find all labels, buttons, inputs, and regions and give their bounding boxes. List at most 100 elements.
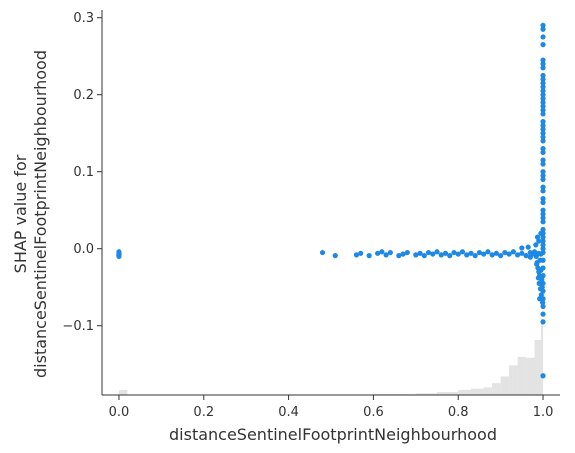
x-tick-label: 1.0: [533, 405, 554, 420]
data-point: [540, 57, 546, 63]
data-point: [540, 157, 546, 163]
data-point: [523, 253, 529, 259]
y-tick-label: −0.1: [62, 319, 94, 334]
data-point: [538, 230, 544, 236]
data-point: [540, 138, 546, 144]
data-point: [472, 253, 478, 259]
data-point: [404, 249, 410, 256]
data-point: [533, 242, 539, 248]
data-point: [540, 211, 546, 217]
data-point: [540, 72, 546, 79]
data-point: [527, 254, 533, 260]
data-point: [481, 251, 487, 257]
data-point: [540, 300, 546, 306]
data-point: [540, 88, 546, 94]
histogram-bar: [517, 356, 527, 395]
data-point: [413, 252, 419, 258]
data-point: [366, 253, 372, 259]
data-point: [533, 253, 539, 259]
data-point: [540, 219, 546, 225]
data-point: [540, 176, 546, 182]
data-point: [540, 134, 546, 140]
data-point: [425, 249, 432, 256]
data-point: [540, 242, 546, 248]
data-point: [540, 107, 546, 113]
data-point: [489, 252, 495, 258]
data-point: [540, 311, 546, 317]
data-point: [514, 252, 521, 258]
data-point: [498, 253, 504, 259]
data-point: [434, 249, 440, 255]
data-point: [536, 280, 542, 286]
data-point: [540, 76, 546, 82]
data-point: [534, 259, 540, 266]
data-point: [540, 238, 546, 244]
y-tick-label: 0.0: [73, 242, 94, 257]
data-point: [540, 188, 546, 194]
data-point: [468, 250, 474, 256]
y-tick-label: 0.2: [73, 88, 94, 103]
data-point: [540, 196, 546, 202]
data-point: [540, 99, 546, 105]
data-point: [540, 246, 546, 252]
data-point: [537, 296, 543, 302]
data-point: [353, 252, 360, 258]
data-point: [540, 234, 546, 240]
data-point: [375, 250, 381, 256]
histogram-bar: [509, 365, 518, 395]
x-tick-label: 0.2: [193, 405, 214, 420]
histogram-bar: [470, 388, 484, 395]
data-point: [540, 122, 546, 129]
data-point: [464, 252, 470, 258]
data-point: [540, 61, 546, 67]
histogram-bar: [415, 393, 438, 395]
data-point: [540, 161, 546, 167]
y-axis-title-line-2: distanceSentinelFootprintNeighbourhood: [31, 50, 50, 378]
data-point: [485, 249, 491, 255]
data-point: [540, 169, 546, 175]
histogram-background: [118, 318, 544, 395]
data-point: [540, 149, 546, 156]
data-point: [332, 253, 338, 259]
data-point: [540, 226, 546, 233]
data-point: [379, 249, 385, 255]
data-point: [510, 249, 516, 255]
data-point: [540, 22, 546, 28]
data-point: [540, 319, 546, 325]
x-tick-label: 0.4: [278, 405, 299, 420]
data-point: [540, 373, 546, 379]
histogram-bar: [458, 389, 471, 395]
data-point: [451, 249, 457, 256]
data-point: [116, 253, 122, 259]
data-point: [540, 65, 546, 71]
y-axis-title: SHAP value for distanceSentinelFootprint…: [11, 50, 50, 378]
x-axis-title: distanceSentinelFootprintNeighbourhood: [169, 425, 497, 444]
data-point: [535, 275, 541, 281]
data-point: [540, 34, 546, 40]
histogram-bar: [526, 357, 535, 395]
y-ticks: −0.1 0.0 0.1 0.2 0.3: [62, 11, 102, 334]
data-point: [447, 253, 453, 259]
y-tick-label: 0.1: [73, 165, 94, 180]
axes: [101, 10, 560, 396]
data-point: [525, 244, 531, 250]
data-point: [540, 80, 546, 86]
scatter-points: [116, 22, 546, 379]
data-point: [540, 199, 546, 206]
data-point: [540, 119, 546, 125]
data-point: [430, 251, 436, 257]
histogram-bar: [118, 389, 128, 395]
data-point: [540, 92, 546, 98]
data-point: [540, 172, 546, 179]
data-point: [438, 252, 444, 258]
data-point: [396, 253, 402, 259]
data-point: [506, 251, 512, 257]
histogram-bar: [492, 383, 501, 395]
data-point: [540, 95, 546, 102]
histogram-bar: [483, 387, 493, 395]
x-ticks: 0.0 0.2 0.4 0.6 0.8 1.0: [109, 395, 554, 420]
data-point: [319, 249, 326, 256]
data-point: [502, 249, 508, 256]
data-point: [540, 215, 546, 221]
